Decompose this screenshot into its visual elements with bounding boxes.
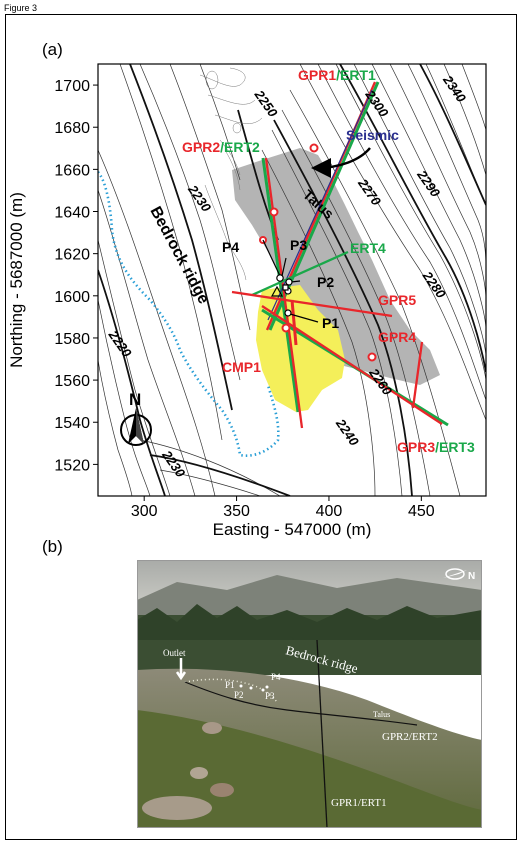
ert2-line (261, 157, 300, 413)
y-tick-label-8: 1680 (54, 120, 90, 137)
photo-talus-label: Talus (373, 710, 390, 719)
x-tick-label-2: 400 (316, 503, 343, 520)
photo-p1-label: P1 (225, 680, 235, 690)
gpr2-line (264, 157, 304, 429)
photo-treeline (137, 604, 482, 640)
gpr2-ert2-label: GPR2/ERT2 (182, 139, 260, 155)
gpr3-ert3-label: GPR3/ERT3 (397, 439, 475, 455)
survey-markers (259, 143, 377, 362)
ert4-line (251, 250, 349, 297)
p3-label: P3 (290, 237, 307, 253)
gpr2-label: GPR2 (182, 139, 220, 155)
photo-outlet-arrow (175, 658, 187, 681)
north-arrow-icon (120, 408, 152, 446)
gpr5-line (231, 290, 393, 318)
photo-p2-label: P2 (234, 690, 244, 700)
photo-gpr1-label: GPR1/ERT1 (331, 797, 387, 809)
gpr3-label: GPR3 (397, 439, 435, 455)
x-tick-label-0: 300 (131, 503, 158, 520)
y-tick-label-9: 1700 (54, 78, 90, 95)
y-tick-label-4: 1600 (54, 289, 90, 306)
figure-label: Figure 3 (4, 3, 38, 13)
site-map: 300 350 400 450 1520 1540 1560 1580 1600 1620 1640… (7, 63, 487, 539)
bedrock-ridge-label: Bedrock ridge (146, 204, 212, 307)
photo-talus-line (184, 681, 418, 726)
x-tick-label-1: 350 (223, 503, 250, 520)
axis-ticks: 300 350 400 450 1520 1540 1560 1580 1600 1620 1640… (54, 78, 434, 520)
y-tick-label-7: 1660 (54, 162, 90, 179)
gpr1-label: GPR1 (298, 67, 336, 83)
seismic-label: Seismic (346, 127, 399, 143)
contour-label-2: 2290 (414, 167, 444, 201)
slash-1: / (336, 67, 340, 83)
contours-west-index (98, 64, 291, 496)
contour-label-4: 2280 (419, 268, 449, 302)
contours-west (98, 64, 281, 496)
y-tick-label-3: 1580 (54, 331, 90, 348)
photo-gpr1-line (316, 639, 328, 828)
figure-frame (5, 14, 517, 840)
photo-gpr2-label: GPR2/ERT2 (382, 731, 438, 743)
ert4-label: ERT4 (350, 240, 386, 256)
y-tick-label-0: 1520 (54, 457, 90, 474)
slash-3: / (435, 439, 439, 455)
map-xlabel: Easting - 547000 (m) (213, 520, 372, 539)
gpr3-line (261, 305, 443, 425)
photo-north-label: N (468, 571, 475, 582)
photo-north-icon (443, 568, 467, 580)
cmp1-line (290, 299, 298, 346)
gpr5-label: GPR5 (378, 292, 416, 308)
map-axes (97, 63, 487, 497)
p1-label: P1 (322, 315, 339, 331)
triangle-marker (270, 285, 284, 297)
ert2-label: ERT2 (224, 139, 260, 155)
map-ylabel: Northing - 5687000 (m) (7, 192, 26, 368)
contour-label-7: 2250 (251, 87, 281, 121)
ert3-label: ERT3 (439, 439, 475, 455)
y-tick-label-1: 1540 (54, 415, 90, 432)
north-label: N (129, 390, 141, 409)
x-tick-label-3: 450 (408, 503, 435, 520)
contours-fine (199, 67, 263, 281)
cmp1-label: CMP1 (222, 359, 261, 375)
photo-points (239, 684, 269, 692)
panel-b-label: (b) (42, 537, 63, 556)
photo-rock-1 (142, 796, 212, 820)
photo-outlet-label: Outlet (163, 648, 186, 658)
p2-label: P2 (317, 274, 334, 290)
survey-lines (231, 81, 449, 429)
contours-dense (261, 64, 486, 496)
photo-p4-label: P4 (271, 672, 281, 682)
photo-rock-4 (202, 722, 222, 734)
gpr4-line (411, 341, 424, 409)
seismic-line (267, 89, 373, 321)
talus-area (232, 148, 440, 385)
ert1-label: ERT1 (340, 67, 376, 83)
photo-rock-2 (210, 783, 234, 797)
y-tick-label-2: 1560 (54, 373, 90, 390)
y-tick-label-6: 1640 (54, 205, 90, 222)
piezometer-points (262, 239, 319, 323)
photo-p3-label: P3 (265, 691, 275, 701)
photo-rock-3 (190, 767, 208, 779)
p4-label: P4 (222, 239, 239, 255)
contour-label-6: 2240 (332, 415, 362, 449)
field-photo: Outlet Bedrock ridge Talus GPR2/ERT2 GPR… (137, 560, 482, 828)
gpr1-ert1-label: GPR1/ERT1 (298, 67, 376, 83)
seismic-arrow (311, 147, 371, 178)
contour-label-0: 2340 (440, 72, 470, 106)
contours-index (237, 64, 486, 496)
panel-a-label: (a) (42, 40, 63, 59)
slash-2: / (220, 139, 224, 155)
photo-meadow (137, 710, 482, 828)
gpr4-label: GPR4 (378, 329, 416, 345)
y-tick-label-5: 1620 (54, 247, 90, 264)
